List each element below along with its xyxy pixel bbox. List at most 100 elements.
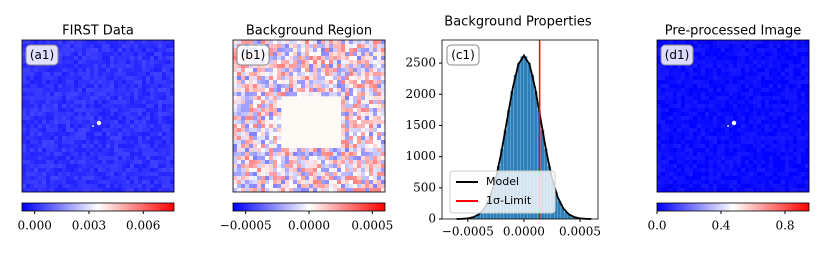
image-pixel	[265, 140, 269, 144]
image-pixel	[729, 152, 733, 156]
image-pixel	[46, 80, 50, 84]
image-pixel	[357, 88, 361, 92]
image-pixel	[341, 100, 345, 104]
image-pixel	[118, 176, 122, 180]
image-pixel	[713, 96, 717, 100]
image-pixel	[725, 168, 729, 172]
image-pixel	[90, 132, 94, 136]
image-pixel	[761, 140, 765, 144]
image-pixel	[122, 156, 126, 160]
image-pixel	[38, 104, 42, 108]
image-pixel	[741, 152, 745, 156]
image-pixel	[657, 176, 661, 180]
image-pixel	[38, 92, 42, 96]
image-pixel	[701, 136, 705, 140]
image-pixel	[693, 148, 697, 152]
image-pixel	[365, 96, 369, 100]
image-pixel	[765, 96, 769, 100]
image-pixel	[162, 108, 166, 112]
image-pixel	[82, 112, 86, 116]
image-pixel	[701, 180, 705, 184]
image-pixel	[74, 76, 78, 80]
image-pixel	[329, 76, 333, 80]
image-pixel	[685, 144, 689, 148]
image-pixel	[74, 48, 78, 52]
image-pixel	[114, 148, 118, 152]
image-pixel	[138, 64, 142, 68]
image-pixel	[665, 168, 669, 172]
image-pixel	[74, 168, 78, 172]
image-pixel	[289, 80, 293, 84]
image-pixel	[46, 140, 50, 144]
image-pixel	[709, 172, 713, 176]
image-pixel	[269, 104, 273, 108]
image-pixel	[729, 44, 733, 48]
image-pixel	[693, 160, 697, 164]
image-pixel	[253, 128, 257, 132]
image-pixel	[261, 156, 265, 160]
image-pixel	[74, 40, 78, 44]
image-pixel	[753, 56, 757, 60]
image-pixel	[701, 92, 705, 96]
image-pixel	[325, 80, 329, 84]
image-pixel	[741, 64, 745, 68]
image-pixel	[138, 96, 142, 100]
image-pixel	[78, 44, 82, 48]
image-pixel	[90, 60, 94, 64]
image-pixel	[369, 116, 373, 120]
image-pixel	[94, 148, 98, 152]
image-pixel	[773, 48, 777, 52]
image-pixel	[337, 180, 341, 184]
image-pixel	[665, 176, 669, 180]
image-pixel	[66, 84, 70, 88]
image-pixel	[725, 132, 729, 136]
image-pixel	[333, 148, 337, 152]
image-pixel	[749, 60, 753, 64]
image-pixel	[38, 136, 42, 140]
image-pixel	[769, 100, 773, 104]
image-pixel	[333, 184, 337, 188]
image-pixel	[42, 164, 46, 168]
image-pixel	[761, 68, 765, 72]
image-pixel	[90, 80, 94, 84]
image-pixel	[162, 148, 166, 152]
image-pixel	[701, 64, 705, 68]
colorbar-tick-label: 0.0000	[288, 219, 330, 233]
image-pixel	[158, 72, 162, 76]
image-pixel	[669, 132, 673, 136]
image-pixel	[281, 156, 285, 160]
image-pixel	[249, 148, 253, 152]
image-pixel	[361, 176, 365, 180]
image-pixel	[789, 56, 793, 60]
image-pixel	[709, 92, 713, 96]
image-pixel	[106, 132, 110, 136]
image-pixel	[373, 180, 377, 184]
image-pixel	[46, 76, 50, 80]
image-pixel	[757, 144, 761, 148]
image-pixel	[353, 116, 357, 120]
image-pixel	[801, 108, 805, 112]
image-pixel	[82, 88, 86, 92]
image-pixel	[741, 56, 745, 60]
image-pixel	[717, 136, 721, 140]
image-pixel	[273, 56, 277, 60]
image-pixel	[150, 172, 154, 176]
image-pixel	[717, 108, 721, 112]
image-pixel	[793, 164, 797, 168]
image-pixel	[249, 104, 253, 108]
image-pixel	[273, 88, 277, 92]
image-pixel	[705, 120, 709, 124]
image-pixel	[657, 120, 661, 124]
image-pixel	[257, 160, 261, 164]
image-pixel	[22, 40, 26, 44]
image-pixel	[737, 76, 741, 80]
image-pixel	[82, 124, 86, 128]
image-pixel	[122, 64, 126, 68]
image-pixel	[749, 176, 753, 180]
image-pixel	[106, 108, 110, 112]
image-pixel	[74, 136, 78, 140]
image-pixel	[74, 100, 78, 104]
image-pixel	[361, 84, 365, 88]
image-pixel	[110, 124, 114, 128]
image-pixel	[277, 44, 281, 48]
